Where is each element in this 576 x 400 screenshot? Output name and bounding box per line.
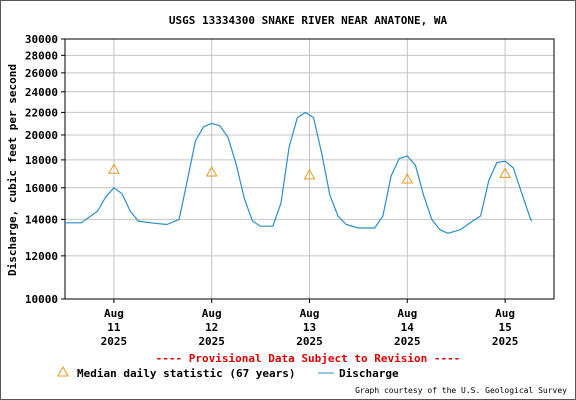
y-tick-label: 28000 xyxy=(25,49,58,62)
median-marker xyxy=(401,173,414,184)
y-tick-label: 22000 xyxy=(25,106,58,119)
discharge-line xyxy=(65,111,533,234)
y-tick-label: 16000 xyxy=(25,182,58,195)
median-marker xyxy=(499,167,511,178)
y-tick-label: 20000 xyxy=(25,129,58,142)
x-axis-ticks: Aug112025Aug122025Aug132025Aug142025Aug1… xyxy=(101,299,519,348)
y-tick-label: 30000 xyxy=(25,33,58,46)
discharge-legend-label: Discharge xyxy=(339,367,399,380)
median-marker xyxy=(205,166,218,177)
y-axis-ticks: 30000 28000 26000 24000 22000 20000 18000 16000… xyxy=(25,33,65,306)
provisional-notice: ---- Provisional Data Subject to Revisio… xyxy=(156,352,461,365)
median-legend-icon xyxy=(57,365,69,377)
x-tick-label-day: 11 xyxy=(107,321,121,334)
x-tick-label-day: 14 xyxy=(401,321,415,334)
y-tick-label: 24000 xyxy=(25,86,58,99)
median-marker xyxy=(303,168,316,180)
y-tick-label: 12000 xyxy=(25,250,58,263)
median-legend-label: Median daily statistic (67 years) xyxy=(77,367,296,380)
x-tick-label-year: 2025 xyxy=(394,335,421,348)
y-axis-label: Discharge, cubic feet per second xyxy=(6,64,19,276)
y-tick-label: 18000 xyxy=(25,154,58,167)
y-tick-label: 10000 xyxy=(25,293,58,306)
x-tick-label-year: 2025 xyxy=(101,335,128,348)
x-tick-label-year: 2025 xyxy=(198,335,225,348)
x-tick-label-month: Aug xyxy=(300,307,320,320)
x-tick-label-day: 13 xyxy=(303,321,316,334)
credit-text: Graph courtesy of the U.S. Geological Su… xyxy=(355,386,567,395)
legend: Median daily statistic (67 years) Discha… xyxy=(57,365,399,380)
median-marker xyxy=(108,163,120,174)
y-tick-label: 26000 xyxy=(25,67,58,80)
x-tick-label-year: 2025 xyxy=(492,335,519,348)
series-layer xyxy=(65,111,533,234)
x-tick-label-month: Aug xyxy=(495,307,515,320)
x-tick-label-month: Aug xyxy=(104,307,124,320)
x-tick-label-year: 2025 xyxy=(296,335,323,348)
chart-title: USGS 13334300 SNAKE RIVER NEAR ANATONE, … xyxy=(169,14,448,27)
x-tick-label-day: 12 xyxy=(205,321,218,334)
y-tick-label: 14000 xyxy=(25,213,58,226)
x-tick-label-month: Aug xyxy=(202,307,222,320)
x-tick-label-month: Aug xyxy=(397,307,417,320)
x-tick-label-day: 15 xyxy=(498,321,511,334)
